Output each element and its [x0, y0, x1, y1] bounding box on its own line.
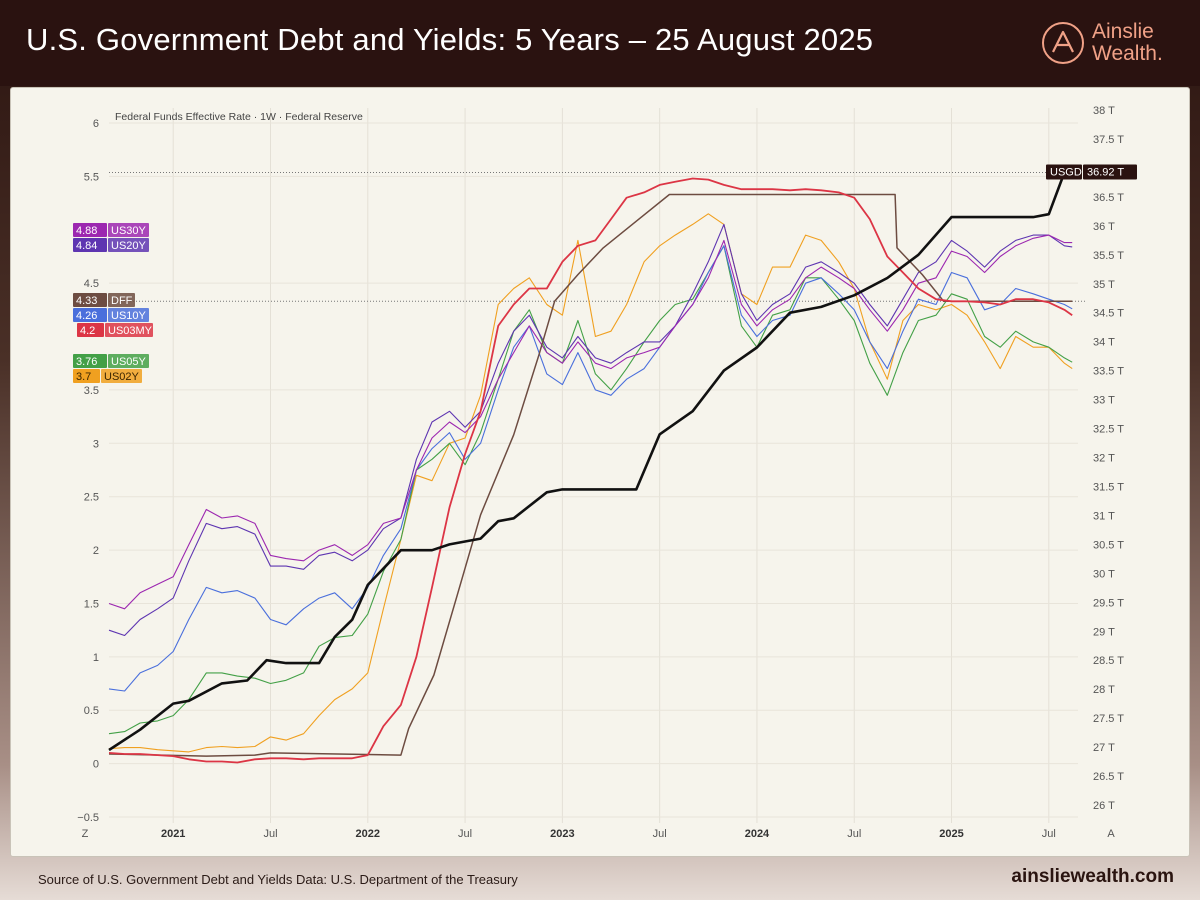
right-tick-label: 27 T [1093, 742, 1115, 754]
series-line-us05y [108, 245, 1073, 735]
ainslie-a-icon [1042, 22, 1084, 64]
badge-usgd-value-bg [1083, 164, 1137, 180]
x-axis-left-corner: Z [82, 828, 89, 840]
logo-text-line2: Wealth. [1092, 42, 1163, 65]
source-note: Source of U.S. Government Debt and Yield… [38, 872, 518, 887]
right-tick-label: 31.5 T [1093, 481, 1124, 493]
badge-name-us03my: US03MY [108, 325, 153, 337]
x-axis-right-corner: A [1107, 828, 1115, 840]
right-tick-label: 33 T [1093, 395, 1115, 407]
right-tick-label: 32 T [1093, 453, 1115, 465]
right-tick-label: 35.5 T [1093, 250, 1124, 262]
badge-value-bg [73, 369, 100, 383]
right-tick-label: 33.5 T [1093, 366, 1124, 378]
left-tick-label: 0 [93, 759, 99, 771]
right-tick-label: 35 T [1093, 279, 1115, 291]
logo-text-line1: Ainslie [1092, 20, 1154, 43]
right-tick-label: 28.5 T [1093, 655, 1124, 667]
badge-name-us20y: US20Y [111, 240, 147, 252]
badge-name-bg [105, 323, 153, 337]
left-tick-label: 1.5 [84, 598, 99, 610]
x-tick-label: Jul [1042, 828, 1056, 840]
badge-usgd-name-bg [1046, 164, 1082, 180]
left-tick-label: 2 [93, 545, 99, 557]
series-line-us02y [108, 213, 1073, 753]
left-tick-label: 3.5 [84, 385, 99, 397]
x-tick-label: 2022 [356, 828, 380, 840]
right-tick-label: 37.5 T [1093, 134, 1124, 146]
badge-name-dff: DFF [111, 295, 133, 307]
series-line-us20y [108, 223, 1073, 637]
brand-logo: Ainslie Wealth. [1040, 20, 1180, 70]
x-tick-label: 2021 [161, 828, 185, 840]
badge-name-bg [108, 238, 149, 252]
badge-value-bg [73, 308, 107, 322]
right-tick-label: 34.5 T [1093, 308, 1124, 320]
series-line-us30y [108, 234, 1073, 610]
badge-name-us02y: US02Y [104, 371, 140, 383]
badge-name-bg [108, 308, 149, 322]
left-tick-label: 1 [93, 652, 99, 664]
series-line-us10y [108, 245, 1073, 692]
badge-name-us10y: US10Y [111, 310, 147, 322]
badge-value-us20y: 4.84 [76, 240, 97, 252]
right-tick-label: 29 T [1093, 626, 1115, 638]
x-tick-label: Jul [458, 828, 472, 840]
right-tick-label: 32.5 T [1093, 424, 1124, 436]
chart-subtitle: Federal Funds Effective Rate · 1W · Fede… [115, 111, 363, 123]
badge-name-bg [108, 354, 149, 368]
right-tick-label: 26.5 T [1093, 771, 1124, 783]
x-tick-label: Jul [263, 828, 277, 840]
x-tick-label: 2025 [939, 828, 963, 840]
badge-name-bg [108, 293, 135, 307]
right-tick-label: 27.5 T [1093, 713, 1124, 725]
chart-panel: 2021 Jul 2022 Jul 2023 Jul 2024 Jul 2025 Jul Z A 6 5.… [10, 87, 1190, 857]
badge-value-us10y: 4.26 [76, 310, 97, 322]
right-tick-label: 30.5 T [1093, 539, 1124, 551]
left-tick-label: −0.5 [77, 812, 99, 824]
badge-value-us05y: 3.76 [76, 356, 97, 368]
badge-usgd-value: 36.92 T [1087, 167, 1124, 179]
left-tick-label: 3 [93, 438, 99, 450]
series-line-dff [108, 193, 1073, 757]
right-tick-label: 31 T [1093, 510, 1115, 522]
left-tick-label: 6 [93, 118, 99, 130]
right-tick-label: 29.5 T [1093, 597, 1124, 609]
badge-name-us05y: US05Y [111, 356, 147, 368]
right-tick-label: 36 T [1093, 221, 1115, 233]
badge-name-us30y: US30Y [111, 225, 147, 237]
right-tick-label: 34 T [1093, 337, 1115, 349]
left-tick-label: 5.5 [84, 171, 99, 183]
right-tick-label: 30 T [1093, 568, 1115, 580]
site-link[interactable]: ainsliewealth.com [1011, 866, 1174, 887]
right-tick-label: 26 T [1093, 800, 1115, 812]
x-tick-label: Jul [847, 828, 861, 840]
badge-usgd-name: USGD [1050, 167, 1082, 179]
left-tick-label: 2.5 [84, 492, 99, 504]
badge-value-us30y: 4.88 [76, 225, 97, 237]
series-line-us03my [108, 177, 1073, 764]
x-tick-label: 2024 [745, 828, 770, 840]
page-title: U.S. Government Debt and Yields: 5 Years… [26, 22, 874, 57]
header-bar: U.S. Government Debt and Yields: 5 Years… [0, 0, 1200, 86]
right-tick-label: 38 T [1093, 105, 1115, 117]
badge-value-dff: 4.33 [76, 295, 97, 307]
badge-value-bg [73, 354, 107, 368]
series-line-usgd [108, 171, 1073, 752]
x-tick-label: Jul [653, 828, 667, 840]
badge-value-bg [73, 238, 107, 252]
right-tick-label: 36.5 T [1093, 192, 1124, 204]
badge-name-bg [101, 369, 142, 383]
badge-value-bg [73, 223, 107, 237]
badge-value-us03my: 4.2 [80, 325, 95, 337]
badge-value-bg [77, 323, 104, 337]
badge-value-bg [73, 293, 107, 307]
yields-debt-chart: 2021 Jul 2022 Jul 2023 Jul 2024 Jul 2025 Jul Z A 6 5.… [73, 105, 1137, 840]
badge-name-bg [108, 223, 149, 237]
left-tick-label: 0.5 [84, 705, 99, 717]
badge-value-us02y: 3.7 [76, 371, 91, 383]
right-tick-label: 28 T [1093, 684, 1115, 696]
x-tick-label: 2023 [550, 828, 574, 840]
left-tick-label: 4.5 [84, 278, 99, 290]
